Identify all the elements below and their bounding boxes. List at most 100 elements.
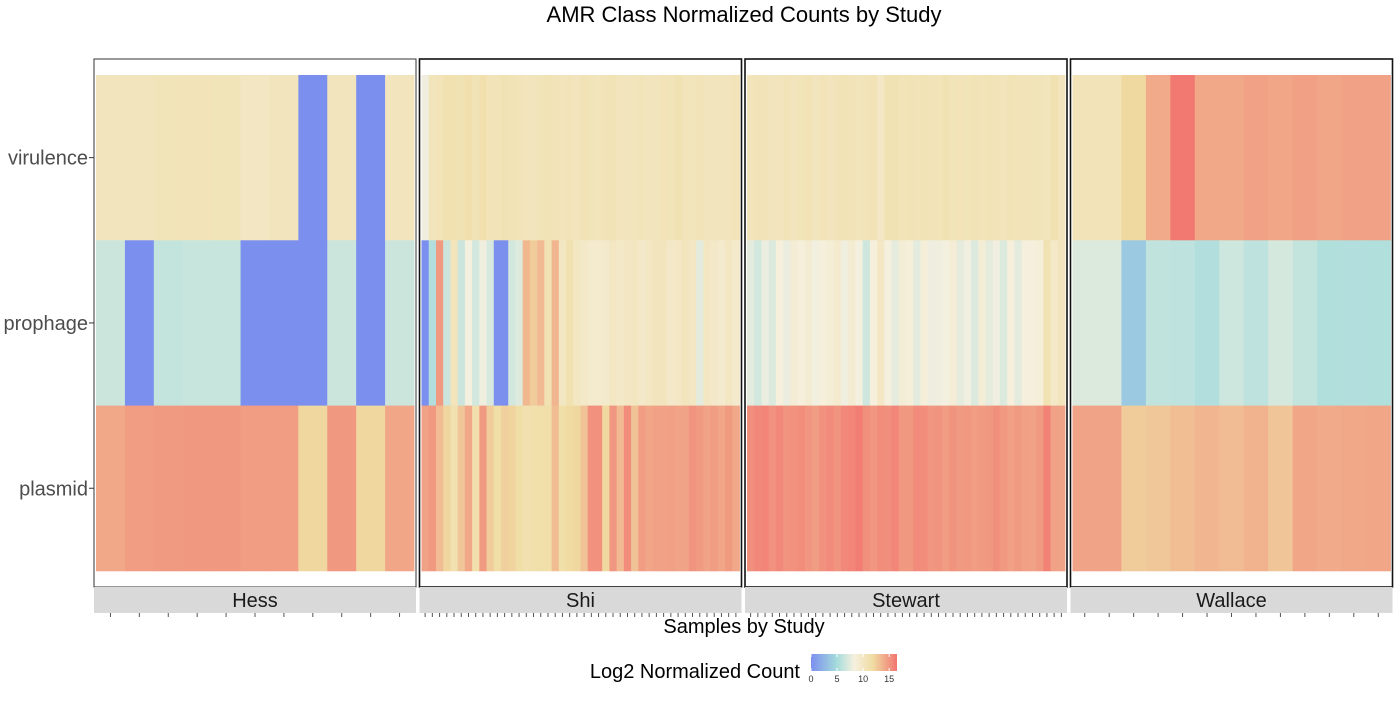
heatmap-cell [812,405,820,572]
heatmap-cell [240,75,270,241]
heatmap-cell [949,240,957,406]
heatmap-cell [479,75,487,241]
heatmap-cell [153,240,184,406]
heatmap-cell [298,240,328,406]
heatmap-cell [855,405,864,572]
heatmap-cell [819,240,827,406]
heatmap-cell [768,240,777,406]
heatmap-cell [1021,75,1030,241]
heatmap-cell [450,240,459,406]
heatmap-cell [1121,240,1147,406]
heatmap-cell [508,240,516,406]
heatmap-cell [877,405,885,572]
heatmap-cell [1243,75,1269,241]
heatmap-cell [978,240,986,406]
heatmap-cell [754,405,762,572]
facet-strip [745,587,1067,613]
heatmap-cell [790,240,798,406]
heatmap-cell [884,240,892,406]
heatmap-cell [848,405,856,572]
heatmap-cell [464,75,473,241]
heatmap-cell [1243,405,1269,572]
heatmap-cell [587,75,596,241]
heatmap-cell [1050,405,1059,572]
heatmap-cell [949,405,957,572]
heatmap-cell [942,405,950,572]
heatmap-cell [783,240,791,406]
y-tick-label: virulence [8,148,88,170]
heatmap-cell [1072,405,1098,572]
heatmap-cell [732,75,740,241]
heatmap-cell [182,240,213,406]
heatmap-cell [848,75,856,241]
heatmap-cell [696,75,704,241]
heatmap-cell [385,75,415,241]
heatmap-cell [616,405,625,572]
heatmap-cell [1014,240,1023,406]
heatmap-cell [688,75,697,241]
heatmap-cell [1292,240,1318,406]
heatmap-cell [1170,240,1196,406]
heatmap-cell [920,75,929,241]
heatmap-cell [804,75,813,241]
facet-strip [94,587,416,613]
heatmap-cell [566,75,574,241]
heatmap-cell [269,405,299,572]
heatmap-cell [529,75,538,241]
heatmap-cell [747,75,755,241]
heatmap-cell [515,240,524,406]
heatmap-cell [717,75,726,241]
legend-tick-label: 5 [835,674,840,684]
heatmap-cell [493,405,502,572]
heatmap-cell [443,75,451,241]
heatmap-cell [450,75,459,241]
heatmap-cell [1145,75,1171,241]
heatmap-cell [775,75,784,241]
heatmap-cell [667,75,675,241]
heatmap-cell [725,75,733,241]
heatmap-cell [472,405,480,572]
heatmap-cell [1007,405,1015,572]
heatmap-cell [529,405,538,572]
heatmap-cell [667,240,675,406]
heatmap-cell [1219,405,1245,572]
heatmap-cell [985,405,994,572]
heatmap-cell [1050,240,1059,406]
heatmap-cell [840,405,849,572]
heatmap-cell [1096,75,1122,241]
facet-label: Shi [566,590,595,612]
heatmap-cell [992,240,1001,406]
heatmap-cell [566,240,574,406]
heatmap-cell [934,75,943,241]
heatmap-cell [862,75,871,241]
heatmap-cell [862,405,871,572]
heatmap-cell [1194,240,1220,406]
heatmap-cell [877,75,885,241]
heatmap-cell [356,75,386,241]
heatmap-cell [211,405,241,572]
legend-color-bar [811,654,897,671]
heatmap-cell [96,75,126,241]
heatmap-cell [153,405,184,572]
heatmap-cell [587,405,596,572]
heatmap-cell [558,405,567,572]
heatmap-cell [869,240,878,406]
heatmap-cell [754,240,762,406]
heatmap-cell [927,75,936,241]
heatmap-cell [602,240,610,406]
heatmap-cell [1268,75,1294,241]
heatmap-cell [1317,75,1342,241]
heatmap-cell [327,240,357,406]
heatmap-cell [790,75,798,241]
facet-strip [419,587,742,613]
heatmap-cell [638,75,646,241]
heatmap-cell [971,240,979,406]
heatmap-cell [681,405,690,572]
heatmap-cell [891,240,900,406]
heatmap-cell [660,405,668,572]
heatmap-cell [920,405,929,572]
heatmap-cell [1072,240,1098,406]
heatmap-cell [999,75,1008,241]
heatmap-cell [298,75,328,241]
heatmap-cell [1366,75,1391,241]
